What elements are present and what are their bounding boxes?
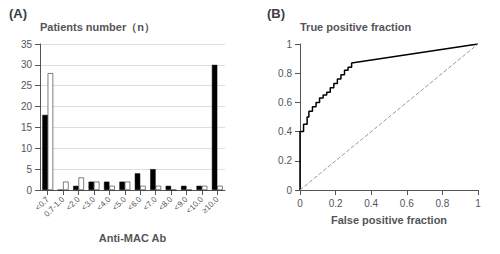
svg-text:0.2: 0.2 — [329, 198, 343, 209]
svg-text:35: 35 — [21, 39, 33, 50]
svg-text:<5.0: <5.0 — [110, 194, 128, 212]
svg-text:<4.0: <4.0 — [95, 194, 113, 212]
svg-text:<9.0: <9.0 — [172, 194, 190, 213]
svg-text:0.4: 0.4 — [364, 198, 378, 209]
svg-text:<6.0: <6.0 — [126, 194, 144, 212]
svg-text:<3.0: <3.0 — [80, 194, 98, 212]
svg-text:5: 5 — [26, 164, 32, 175]
svg-text:(B): (B) — [267, 6, 285, 21]
svg-text:(A): (A) — [9, 6, 27, 21]
svg-text:30: 30 — [21, 59, 33, 70]
svg-text:Patients number（n）: Patients number（n） — [40, 21, 155, 34]
svg-text:0.8: 0.8 — [278, 68, 292, 79]
svg-text:≥10.0: ≥10.0 — [200, 194, 221, 215]
svg-text:<0.7: <0.7 — [33, 194, 51, 213]
svg-text:1: 1 — [286, 39, 292, 50]
svg-text:True positive fraction: True positive fraction — [300, 21, 412, 33]
svg-text:<2.0: <2.0 — [64, 194, 82, 212]
svg-text:0.2: 0.2 — [278, 155, 292, 166]
svg-text:20: 20 — [21, 101, 33, 112]
svg-text:0.7-1.0: 0.7-1.0 — [42, 194, 66, 218]
svg-text:1: 1 — [475, 198, 481, 209]
svg-text:Anti-MAC Ab: Anti-MAC Ab — [99, 232, 167, 244]
svg-text:0.6: 0.6 — [278, 97, 292, 108]
svg-text:<7.0: <7.0 — [141, 194, 159, 212]
svg-text:0: 0 — [26, 185, 32, 196]
svg-text:0: 0 — [297, 198, 303, 209]
svg-text:0.6: 0.6 — [400, 198, 414, 209]
svg-text:10: 10 — [21, 143, 33, 154]
svg-text:<10.0: <10.0 — [184, 194, 206, 216]
svg-text:15: 15 — [21, 122, 33, 133]
svg-text:0.4: 0.4 — [278, 126, 292, 137]
svg-text:25: 25 — [21, 80, 33, 91]
svg-text:0: 0 — [286, 185, 292, 196]
svg-text:False positive fraction: False positive fraction — [331, 214, 447, 226]
svg-text:0.8: 0.8 — [435, 198, 449, 209]
svg-text:<8.0: <8.0 — [157, 194, 175, 212]
